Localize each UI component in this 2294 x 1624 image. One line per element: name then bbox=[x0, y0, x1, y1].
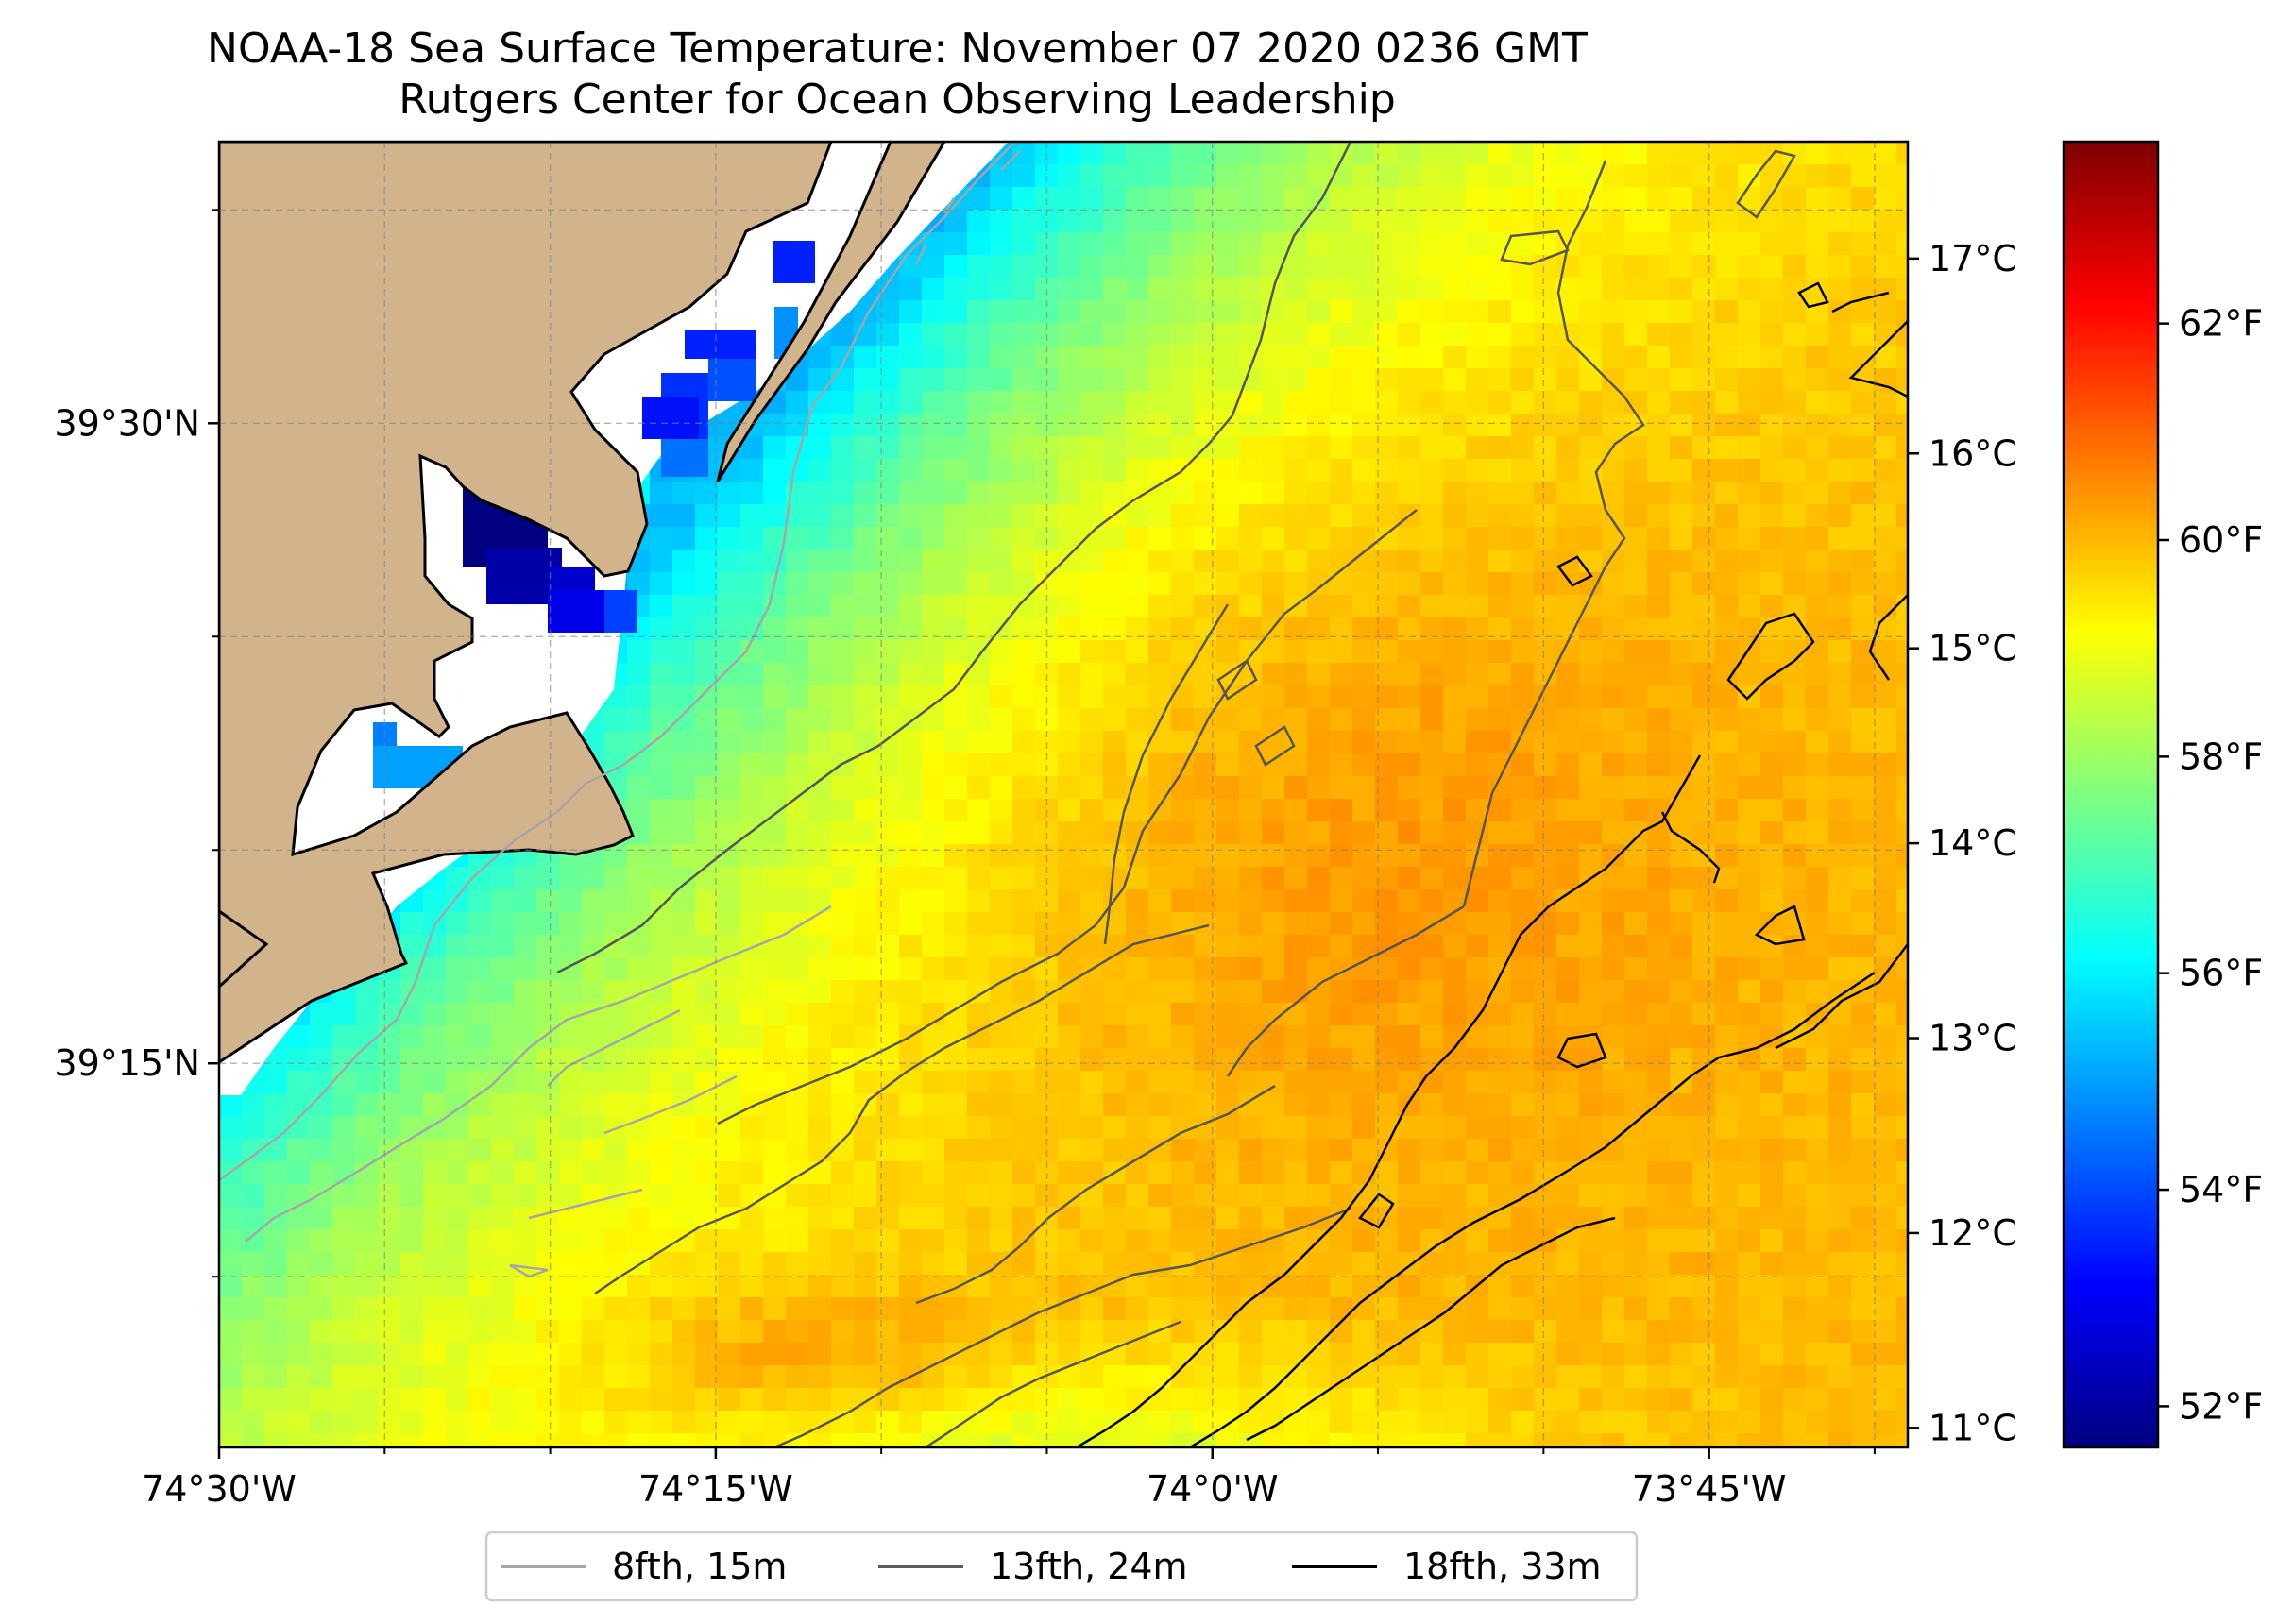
celsius-tick-label: 14°C bbox=[1929, 822, 2017, 864]
lat-tick-label: 39°30'N bbox=[54, 402, 200, 444]
colorbar: 11°C 12°C 13°C 14°C 15°C 16°C 17°C 52°F 54°F 56°F… bbox=[1908, 140, 2263, 1449]
fahrenheit-tick-label: 58°F bbox=[2179, 736, 2263, 777]
legend-label: 8fth, 15m bbox=[612, 1546, 787, 1587]
legend-label: 18fth, 33m bbox=[1403, 1546, 1602, 1587]
legend: 8fth, 15m 13fth, 24m 18fth, 33m bbox=[484, 1531, 1639, 1602]
colorbar-ticks: 11°C 12°C 13°C 14°C 15°C 16°C 17°C 52°F 54°F 56°F… bbox=[1908, 238, 2263, 1448]
map-subtitle: Rutgers Center for Ocean Observing Leade… bbox=[399, 76, 1396, 124]
legend-box bbox=[484, 1531, 1639, 1602]
fahrenheit-tick-label: 56°F bbox=[2179, 953, 2263, 994]
map-area bbox=[219, 142, 1908, 1447]
colorbar-gradient bbox=[2062, 140, 2160, 1449]
barrier-island bbox=[716, 142, 946, 482]
lon-tick-label: 74°30'W bbox=[142, 1468, 297, 1510]
contour-18fth bbox=[1076, 281, 1908, 1447]
celsius-tick-label: 13°C bbox=[1929, 1018, 2017, 1059]
lon-tick-label: 74°0'W bbox=[1147, 1468, 1279, 1510]
contour-13fth bbox=[556, 142, 1796, 1447]
map-title: NOAA-18 Sea Surface Temperature: Novembe… bbox=[207, 25, 1588, 73]
fahrenheit-tick-label: 60°F bbox=[2179, 519, 2263, 561]
coastal-land-fragment bbox=[219, 909, 269, 990]
lon-tick-label: 73°45'W bbox=[1632, 1468, 1787, 1510]
celsius-tick-label: 11°C bbox=[1929, 1407, 2017, 1448]
fahrenheit-tick-label: 62°F bbox=[2179, 303, 2263, 345]
lon-tick-label: 74°15'W bbox=[638, 1468, 793, 1510]
lat-tick-label: 39°15'N bbox=[54, 1042, 200, 1084]
celsius-tick-label: 17°C bbox=[1929, 238, 2017, 279]
contour-8fth bbox=[219, 142, 1021, 1278]
land bbox=[219, 142, 946, 1064]
celsius-tick-label: 16°C bbox=[1929, 432, 2017, 474]
celsius-tick-label: 15°C bbox=[1929, 628, 2017, 669]
fahrenheit-tick-label: 52°F bbox=[2179, 1385, 2263, 1427]
map-frame bbox=[217, 140, 1910, 1449]
map-axis-ticks: 74°30'W 74°15'W 74°0'W 73°45'W 39°30'N 39°15'… bbox=[54, 209, 1876, 1510]
fahrenheit-tick-label: 54°F bbox=[2179, 1169, 2263, 1210]
celsius-tick-label: 12°C bbox=[1929, 1212, 2017, 1254]
legend-label: 13fth, 24m bbox=[990, 1546, 1188, 1587]
gridlines bbox=[219, 142, 1908, 1447]
